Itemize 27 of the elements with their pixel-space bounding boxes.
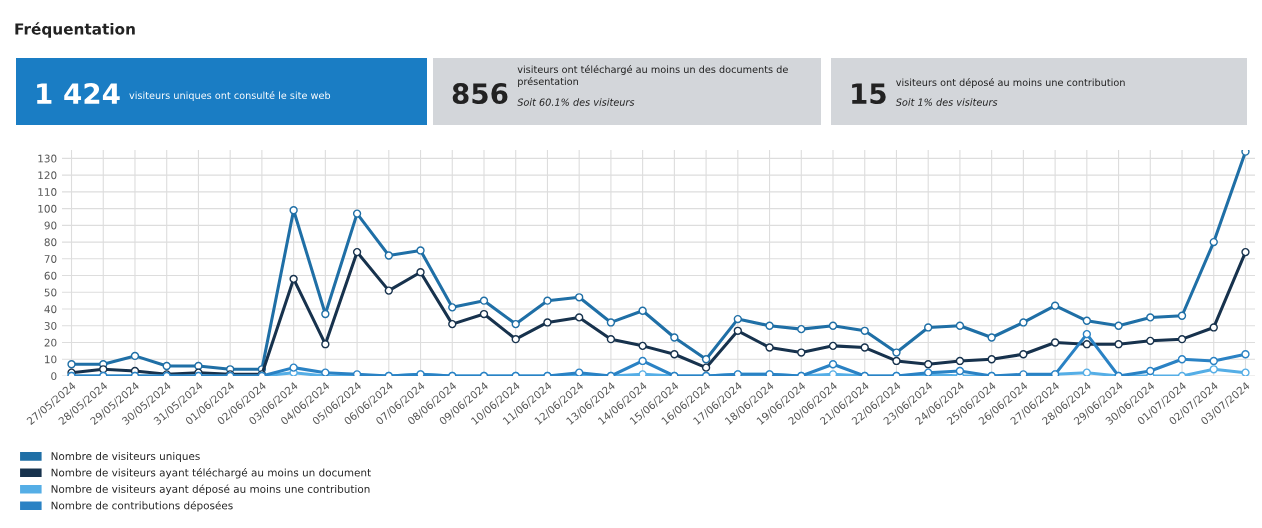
- text: 1 424: [37, 83, 120, 104]
- y-tick-label: 60: [44, 271, 57, 280]
- y-tick-label: 30: [44, 322, 57, 330]
- y-tick-label: 110: [38, 188, 57, 196]
- legend-label: Nombre de contributions déposées: [51, 500, 233, 512]
- text: Fréquentation: [15, 22, 135, 38]
- text: Soit 1% des visiteurs: [895, 98, 998, 106]
- legend-label: Nombre de visiteurs ayant déposé au moins une contribution: [51, 484, 370, 495]
- text: 15: [852, 83, 886, 105]
- y-tick-label: 70: [44, 255, 57, 263]
- y-tick-label: 100: [38, 204, 57, 213]
- category-label: visiteurs uniques ont consulté le site web: [129, 91, 331, 101]
- y-tick-label: 0: [51, 372, 57, 381]
- y-tick-label: 120: [38, 171, 57, 180]
- y-tick-label: 40: [44, 305, 57, 314]
- y-tick-label: 50: [44, 288, 57, 297]
- category-label: visiteurs ont déposé au moins une contribution: [896, 78, 1125, 88]
- y-tick-label: 130: [38, 154, 57, 163]
- text: 856: [452, 83, 508, 105]
- text: Soit 60.1% des visiteurs: [517, 98, 635, 106]
- category-label: visiteurs ont téléchargé au moins un des documents de présentation: [517, 65, 788, 87]
- y-tick-label: 20: [44, 338, 57, 347]
- legend-label: Nombre de visiteurs uniques: [51, 452, 200, 463]
- y-tick-label: 90: [44, 221, 57, 230]
- legend-label: Nombre de visiteurs ayant téléchargé au moins un document: [51, 468, 371, 479]
- y-tick-label: 80: [44, 238, 57, 247]
- y-tick-label: 10: [45, 355, 57, 364]
